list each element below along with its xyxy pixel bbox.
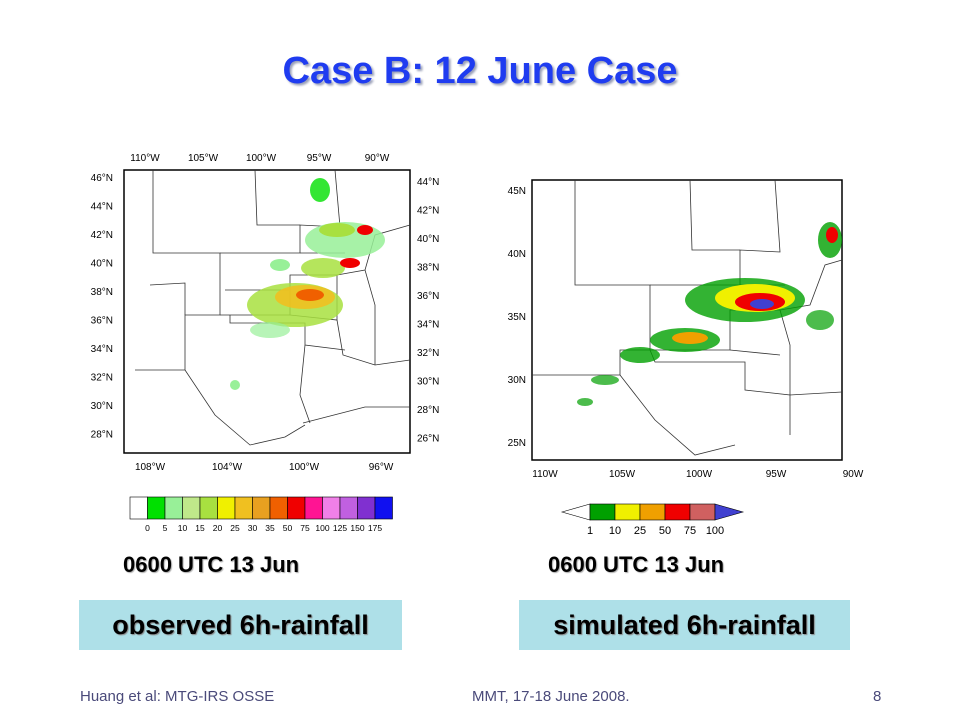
colorbar-label: 0 [145,523,150,533]
colorbar-label: 75 [300,523,310,533]
colorbar-swatch [252,496,271,520]
lon-label-top: 105°W [188,153,219,164]
colorbar-label: 20 [213,523,223,533]
lon-label-bottom: 104°W [212,462,243,473]
colorbar-label: 25 [230,523,240,533]
colorbar-swatch [689,503,716,521]
lon-label-bottom: 100W [686,469,713,480]
lat-label-left: 28°N [91,430,113,441]
colorbar-swatch [269,496,288,520]
lon-label-bottom: 100°W [289,462,320,473]
lon-label-bottom: 90W [843,469,864,480]
lat-label-right: 36°N [417,291,439,302]
colorbar-label: 150 [350,523,364,533]
lon-label-bottom: 110W [532,469,558,480]
observed-caption: observed 6h-rainfall [79,600,402,650]
lat-label-right: 40°N [417,234,439,245]
lat-label-left: 25N [508,438,526,449]
colorbar-swatch [199,496,218,520]
observed-colorbar: 0 5 10 15 20 25 30 35 50 75 100 125 150 175 [129,496,393,533]
simulated-colorbar: 1 10 25 50 75 100 [560,503,745,537]
colorbar-label: 1 [587,525,593,537]
lat-label-left: 30°N [91,401,113,412]
simulated-rainfall-map: 45N 40N 35N 30N 25N 110W 105W 100W 95W 90W [508,179,864,480]
lat-label-left: 44°N [91,202,113,213]
colorbar-swatch [217,496,236,520]
lat-label-right: 30°N [417,377,439,388]
colorbar-label: 25 [634,525,646,537]
lat-label-right: 28°N [417,405,439,416]
colorbar-label: 5 [163,523,168,533]
colorbar-swatch [664,503,691,521]
lon-label-bottom: 96°W [369,462,394,473]
observed-rainfall-map: 110°W 105°W 100°W 95°W 90°W 108°W 104°W 100°W 9… [91,153,440,473]
lon-label-top: 90°W [365,153,390,164]
colorbar-swatch [589,503,616,521]
footer-meeting: MMT, 17-18 June 2008. [472,688,630,705]
colorbar-swatch [357,496,376,520]
lat-label-right: 32°N [417,348,439,359]
lat-label-right: 34°N [417,320,439,331]
lon-label-top: 95°W [307,153,332,164]
lat-label-left: 40N [508,249,526,260]
colorbar-swatch [639,503,666,521]
colorbar-swatch [182,496,201,520]
colorbar-label: 125 [333,523,347,533]
colorbar-swatch [322,496,341,520]
lat-label-left: 36°N [91,316,113,327]
footer-author: Huang et al: MTG-IRS OSSE [80,688,275,705]
lat-label-left: 45N [508,186,526,197]
colorbar-label: 10 [178,523,188,533]
lat-label-left: 42°N [91,230,113,241]
lat-label-right: 42°N [417,206,439,217]
lat-label-left: 40°N [91,259,113,270]
colorbar-label: 50 [659,525,671,537]
lat-label-left: 34°N [91,344,113,355]
lat-label-right: 26°N [417,434,439,445]
lat-label-right: 44°N [417,177,439,188]
lon-label-bottom: 108°W [135,462,166,473]
page-number: 8 [873,688,882,705]
lon-label-top: 100°W [246,153,277,164]
colorbar-swatch [339,496,358,520]
colorbar-label: 10 [609,525,621,537]
lon-label-bottom: 95W [766,469,787,480]
colorbar-swatch [374,496,393,520]
colorbar-label: 35 [265,523,275,533]
colorbar-label: 75 [684,525,696,537]
colorbar-swatch [614,503,641,521]
simulated-time-label: 0600 UTC 13 Jun [548,552,725,577]
lat-label-right: 38°N [417,263,439,274]
lon-label-bottom: 105W [609,469,636,480]
lat-label-left: 38°N [91,287,113,298]
simulated-caption: simulated 6h-rainfall [519,600,850,650]
lat-label-left: 30N [508,375,526,386]
colorbar-swatch [164,496,183,520]
colorbar-label: 50 [283,523,293,533]
colorbar-swatch [234,496,253,520]
colorbar-swatch [147,496,166,520]
lon-label-top: 110°W [130,153,160,164]
lat-label-left: 35N [508,312,526,323]
colorbar-label: 100 [315,523,329,533]
colorbar-swatch [129,496,148,520]
colorbar-swatch [714,503,745,521]
lat-label-left: 32°N [91,373,113,384]
colorbar-swatch [560,503,591,521]
colorbar-label: 30 [248,523,258,533]
colorbar-swatch [304,496,323,520]
colorbar-label: 175 [368,523,382,533]
observed-time-label: 0600 UTC 13 Jun [123,552,300,577]
colorbar-label: 100 [706,525,724,537]
lat-label-left: 46°N [91,173,113,184]
colorbar-label: 15 [195,523,205,533]
colorbar-swatch [287,496,306,520]
slide-title: Case B: 12 June Case [282,50,678,92]
